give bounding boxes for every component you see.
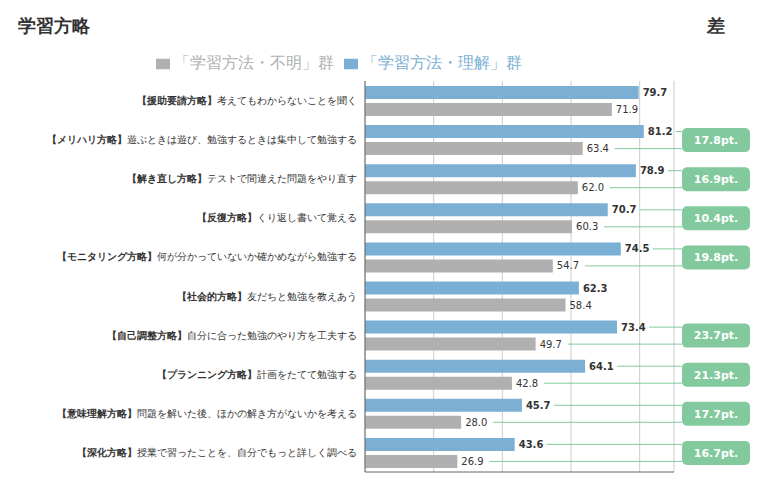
svg-text:74.5: 74.5 (625, 243, 650, 254)
svg-text:60.3: 60.3 (576, 221, 598, 232)
html-text:差: 差 (707, 15, 725, 36)
svg-text:19.8pt.: 19.8pt. (694, 251, 738, 264)
svg-text:45.7: 45.7 (526, 400, 551, 411)
svg-text:62.0: 62.0 (582, 182, 604, 193)
html-text:「学習方法・不明」群: 「学習方法・不明」群 (173, 53, 334, 72)
svg-text:【社会的方略】友だちと勉強を教えあう: 【社会的方略】友だちと勉強を教えあう (177, 291, 357, 302)
svg-text:28.0: 28.0 (465, 417, 487, 428)
svg-text:【メリハリ方略】遊ぶときは遊び、勉強するときは集中して勉強す: 【メリハリ方略】遊ぶときは遊び、勉強するときは集中して勉強する (47, 134, 357, 145)
svg-text:【プランニング方略】計画をたてて勉強する: 【プランニング方略】計画をたてて勉強する (157, 369, 357, 380)
svg-text:17.8pt.: 17.8pt. (694, 134, 738, 147)
svg-text:70.7: 70.7 (612, 204, 637, 215)
svg-text:【解き直し方略】テストで間違えた問題をやり直す: 【解き直し方略】テストで間違えた問題をやり直す (127, 173, 357, 184)
svg-text:【自己調整方略】自分に合った勉強のやり方を工夫する: 【自己調整方略】自分に合った勉強のやり方を工夫する (107, 330, 357, 341)
svg-text:23.7pt.: 23.7pt. (694, 329, 738, 342)
html-text:「学習方法・理解」群: 「学習方法・理解」群 (361, 53, 522, 72)
svg-text:26.9: 26.9 (461, 456, 483, 467)
svg-text:63.4: 63.4 (587, 143, 609, 154)
svg-text:【深化方略】授業で習ったことを、自分でもっと詳しく調べる: 【深化方略】授業で習ったことを、自分でもっと詳しく調べる (77, 447, 357, 458)
svg-text:【モニタリング方略】何が分かっていないか確かめながら勉強する: 【モニタリング方略】何が分かっていないか確かめながら勉強する (57, 251, 357, 262)
svg-text:16.9pt.: 16.9pt. (694, 173, 738, 186)
svg-text:42.8: 42.8 (516, 378, 538, 389)
html-text:学習方略: 学習方略 (18, 15, 90, 36)
svg-text:【援助要請方略】考えてもわからないことを聞く: 【援助要請方略】考えてもわからないことを聞く (137, 95, 357, 106)
svg-text:78.9: 78.9 (640, 165, 665, 176)
svg-text:49.7: 49.7 (540, 339, 562, 350)
svg-text:21.3pt.: 21.3pt. (694, 369, 738, 382)
svg-text:64.1: 64.1 (589, 361, 614, 372)
svg-text:10.4pt.: 10.4pt. (694, 212, 738, 225)
svg-text:16.7pt.: 16.7pt. (694, 447, 738, 460)
svg-text:54.7: 54.7 (557, 260, 579, 271)
svg-text:81.2: 81.2 (648, 126, 673, 137)
svg-text:73.4: 73.4 (621, 322, 646, 333)
svg-text:【反復方略】くり返し書いて覚える: 【反復方略】くり返し書いて覚える (197, 212, 357, 223)
svg-text:62.3: 62.3 (583, 283, 608, 294)
svg-text:71.9: 71.9 (616, 104, 638, 115)
svg-text:【意味理解方略】問題を解いた後、ほかの解き方がないかを考える: 【意味理解方略】問題を解いた後、ほかの解き方がないかを考える (57, 408, 357, 419)
svg-text:43.6: 43.6 (519, 439, 544, 450)
svg-text:17.7pt.: 17.7pt. (694, 408, 738, 421)
svg-text:79.7: 79.7 (643, 87, 668, 98)
svg-text:58.4: 58.4 (570, 300, 592, 311)
